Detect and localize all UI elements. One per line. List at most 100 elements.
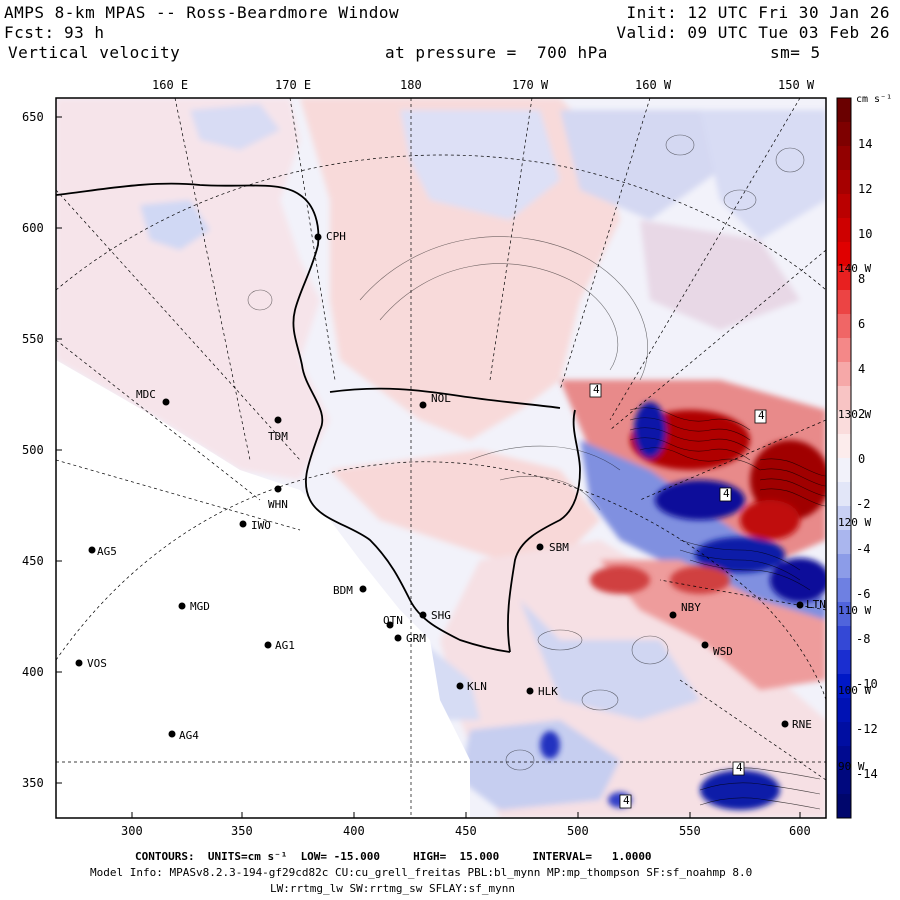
colorbar — [837, 98, 851, 818]
lon-label-right: 100 W — [838, 684, 872, 697]
coastline — [56, 182, 581, 653]
colorbar-tick: 0 — [858, 452, 866, 466]
negative-strong-core — [695, 537, 785, 573]
station-label: NOL — [431, 392, 451, 405]
axis-ticks — [56, 116, 801, 818]
negative-patch — [190, 104, 280, 150]
negative-patch — [140, 200, 210, 250]
positive-strong-core — [750, 440, 826, 520]
pressure-level: at pressure = 700 hPa — [385, 43, 608, 62]
map-frame — [55, 97, 827, 819]
y-axis-label: 500 — [22, 443, 44, 457]
station-label: LTN — [806, 598, 826, 611]
negative-core — [540, 731, 560, 759]
station-label: IWO — [251, 519, 271, 532]
lon-label-top: 160 E — [152, 78, 189, 92]
graticule — [56, 98, 826, 818]
x-axis-label: 350 — [231, 824, 253, 838]
station-label: CPH — [326, 230, 346, 243]
positive-core — [590, 566, 650, 594]
station-label: SBM — [549, 541, 569, 554]
lon-label-top: 180 — [400, 78, 422, 92]
lon-label-right: 110 W — [838, 604, 872, 617]
contours-info: CONTOURS: UNITS=cm s⁻¹ LOW= -15.000 HIGH… — [135, 850, 652, 863]
station-label: WSD — [713, 645, 733, 658]
x-axis-label: 400 — [343, 824, 365, 838]
contour-label: 4 — [736, 761, 743, 774]
positive-light-region-shelf — [330, 450, 600, 560]
negative-patch — [460, 720, 620, 810]
lon-label-top: 170 E — [275, 78, 312, 92]
colorbar-tick: 8 — [858, 272, 866, 286]
mixed-patch — [640, 220, 800, 330]
station-label: AG5 — [97, 545, 117, 558]
colorbar-tick: 12 — [858, 182, 873, 196]
lon-label-right: 90 W — [838, 760, 865, 773]
y-axis-label: 600 — [22, 221, 44, 235]
y-axis-label: 650 — [22, 110, 44, 124]
colorbar-tick: 6 — [858, 317, 866, 331]
station-label: AG1 — [275, 639, 295, 652]
lon-label-right: 140 W — [838, 262, 872, 275]
terrain-mask — [56, 360, 470, 818]
contour-label: 4 — [623, 794, 630, 807]
x-axis-label: 550 — [679, 824, 701, 838]
positive-light-region-west — [56, 98, 330, 480]
x-axis-label: 300 — [121, 824, 143, 838]
station-label: HLK — [538, 685, 558, 698]
contour-label: 4 — [723, 487, 730, 500]
y-axis-label: 550 — [22, 332, 44, 346]
y-axis-label: 400 — [22, 665, 44, 679]
station-label: AG4 — [179, 729, 199, 742]
field-name: Vertical velocity — [8, 43, 181, 62]
negative-patch — [700, 110, 826, 240]
colorbar-tick: 4 — [858, 362, 866, 376]
valid-time: Valid: 09 UTC Tue 03 Feb 26 — [616, 23, 890, 42]
colorbar-tick: 10 — [858, 227, 873, 241]
station-label: NBY — [681, 601, 701, 614]
negative-strong-core — [655, 480, 745, 520]
negative-strong-core — [770, 558, 826, 602]
negative-strong-core — [700, 770, 780, 810]
colorbar-tick: -12 — [856, 722, 878, 736]
station-label: MDC — [136, 388, 156, 401]
model-info: Model Info: MPASv8.2.3-194-gf29cd82c CU:… — [90, 866, 753, 879]
station-label: KLN — [467, 680, 487, 693]
forecast-hours: 93 h — [64, 23, 105, 42]
colorbar-tick: -8 — [856, 632, 871, 646]
colorbar-tick: -6 — [856, 587, 871, 601]
negative-patch — [560, 110, 720, 220]
x-axis-label: 450 — [455, 824, 477, 838]
station-label: VOS — [87, 657, 107, 670]
contour-label-boxes — [589, 383, 767, 809]
station-label: BDM — [333, 584, 353, 597]
x-axis-label: 500 — [567, 824, 589, 838]
station-label: TDM — [268, 430, 288, 443]
station-label: OTN — [383, 614, 403, 627]
positive-strong-core — [740, 500, 800, 540]
station-markers — [75, 233, 804, 738]
station-label: MGD — [190, 600, 210, 613]
init-time: Init: 12 UTC Fri 30 Jan 26 — [626, 3, 890, 22]
contour-label: 4 — [758, 409, 765, 422]
y-axis-label: 350 — [22, 776, 44, 790]
physics-info: LW:rrtmg_lw SW:rrtmg_sw SFLAY:sf_mynn — [270, 882, 516, 895]
lon-label-right: 130 W — [838, 408, 872, 421]
station-label: GRM — [406, 632, 426, 645]
colorbar-tick: -10 — [856, 677, 878, 691]
negative-patch — [520, 600, 700, 720]
lon-label-top: 150 W — [778, 78, 815, 92]
lon-label-right: 120 W — [838, 516, 872, 529]
colorbar-tick: -4 — [856, 542, 871, 556]
colorbar-tick: 2 — [858, 407, 866, 421]
lon-label-top: 160 W — [635, 78, 672, 92]
smoothing: sm= 5 — [770, 43, 821, 62]
colorbar-frame — [836, 97, 852, 819]
contour-lines-dense — [629, 407, 826, 810]
colorbar-tick: -2 — [856, 497, 871, 511]
forecast-label: Fcst: — [4, 23, 55, 42]
station-label: SHG — [431, 609, 451, 622]
vertical-velocity-field — [56, 98, 826, 818]
colorbar-tick: 14 — [858, 137, 873, 151]
